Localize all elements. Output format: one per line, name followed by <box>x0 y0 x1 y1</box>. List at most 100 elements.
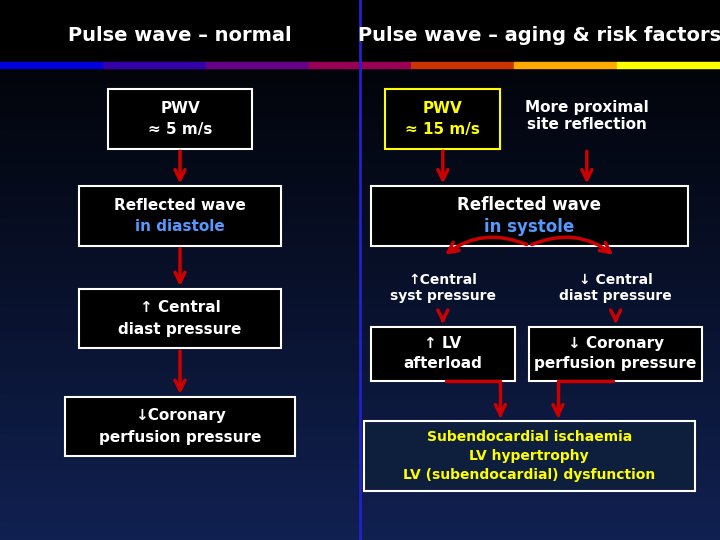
Bar <box>0 81 720 87</box>
Bar <box>0 291 720 297</box>
Text: LV hypertrophy: LV hypertrophy <box>469 449 589 463</box>
Text: PWV: PWV <box>160 100 200 116</box>
Bar <box>0 310 720 317</box>
Bar <box>0 6 720 14</box>
Bar <box>0 357 720 364</box>
Text: in systole: in systole <box>484 218 575 235</box>
Bar <box>0 465 720 472</box>
Bar <box>0 230 720 237</box>
Bar <box>0 405 720 411</box>
Text: Reflected wave: Reflected wave <box>114 198 246 213</box>
Text: ↑ Central: ↑ Central <box>140 300 220 315</box>
Bar <box>309 62 411 68</box>
Bar <box>0 122 720 128</box>
Bar <box>0 243 720 249</box>
Bar <box>0 351 720 357</box>
Bar <box>0 276 720 284</box>
Bar <box>0 364 720 372</box>
Text: LV (subendocardial) dysfunction: LV (subendocardial) dysfunction <box>403 468 655 482</box>
Bar <box>0 384 720 391</box>
Text: ↓ Central
diast pressure: ↓ Central diast pressure <box>559 273 672 303</box>
Bar <box>0 0 720 6</box>
Text: in diastole: in diastole <box>135 219 225 234</box>
Bar <box>0 54 720 60</box>
Bar <box>0 519 720 526</box>
Bar <box>0 33 720 40</box>
Bar <box>0 14 720 20</box>
Bar <box>0 284 720 291</box>
Bar <box>0 189 720 195</box>
Text: Pulse wave – aging & risk factors: Pulse wave – aging & risk factors <box>359 25 720 45</box>
Bar <box>0 500 720 507</box>
Bar <box>0 432 720 438</box>
Bar <box>0 411 720 418</box>
Bar <box>0 345 720 351</box>
FancyBboxPatch shape <box>529 327 702 381</box>
Bar <box>0 317 720 324</box>
Bar <box>0 338 720 345</box>
Bar <box>0 108 720 115</box>
Text: perfusion pressure: perfusion pressure <box>99 430 261 445</box>
Bar <box>0 135 720 141</box>
Text: PWV: PWV <box>423 100 463 116</box>
Bar <box>0 526 720 534</box>
Bar <box>206 62 309 68</box>
Text: Subendocardial ischaemia: Subendocardial ischaemia <box>426 430 632 444</box>
FancyBboxPatch shape <box>371 327 515 381</box>
Bar <box>0 507 720 513</box>
Bar <box>617 62 720 68</box>
Bar <box>411 62 514 68</box>
Bar <box>0 453 720 459</box>
Bar <box>0 446 720 453</box>
Bar <box>0 162 720 168</box>
Text: afterload: afterload <box>403 356 482 371</box>
Text: ↑ LV: ↑ LV <box>424 336 462 352</box>
Bar <box>0 202 720 209</box>
FancyBboxPatch shape <box>79 186 281 246</box>
Bar <box>0 60 720 68</box>
Bar <box>0 222 720 230</box>
Bar <box>0 492 720 500</box>
Bar <box>0 115 720 122</box>
Bar <box>0 209 720 216</box>
Bar <box>0 27 720 33</box>
Text: ↓ Coronary: ↓ Coronary <box>567 336 664 352</box>
FancyBboxPatch shape <box>364 421 695 491</box>
Bar <box>0 237 720 243</box>
Bar <box>0 324 720 330</box>
Bar <box>0 392 720 399</box>
Bar <box>0 270 720 276</box>
Bar <box>0 372 720 378</box>
Bar <box>0 513 720 519</box>
Bar <box>0 256 720 263</box>
Bar <box>0 480 720 486</box>
Bar <box>0 418 720 426</box>
Text: diast pressure: diast pressure <box>118 322 242 337</box>
FancyBboxPatch shape <box>108 89 252 148</box>
FancyBboxPatch shape <box>371 186 688 246</box>
Bar <box>0 195 720 202</box>
Bar <box>0 399 720 405</box>
Text: ≈ 5 m/s: ≈ 5 m/s <box>148 122 212 137</box>
Text: perfusion pressure: perfusion pressure <box>534 356 697 371</box>
Bar <box>0 148 720 156</box>
Bar <box>0 0 720 65</box>
Bar <box>0 534 720 540</box>
Bar <box>0 128 720 135</box>
Text: ↑Central
syst pressure: ↑Central syst pressure <box>390 273 496 303</box>
FancyBboxPatch shape <box>79 289 281 348</box>
Bar <box>0 62 103 68</box>
Bar <box>0 486 720 492</box>
Bar <box>103 62 206 68</box>
Bar <box>0 20 720 27</box>
Bar <box>0 102 720 108</box>
FancyBboxPatch shape <box>65 397 295 456</box>
FancyBboxPatch shape <box>385 89 500 148</box>
Bar <box>0 168 720 176</box>
Text: Reflected wave: Reflected wave <box>457 197 601 214</box>
Text: Pulse wave – normal: Pulse wave – normal <box>68 25 292 45</box>
Bar <box>0 303 720 310</box>
Bar <box>0 216 720 222</box>
Bar <box>514 62 617 68</box>
Text: ↓Coronary: ↓Coronary <box>135 408 225 423</box>
